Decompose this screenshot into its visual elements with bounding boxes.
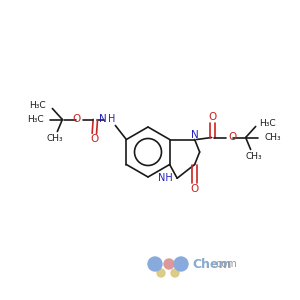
Text: CH₃: CH₃ xyxy=(245,152,262,161)
Text: H₃C: H₃C xyxy=(27,115,43,124)
Text: Chem: Chem xyxy=(192,257,232,271)
Text: O: O xyxy=(229,133,237,142)
Text: CH₃: CH₃ xyxy=(46,134,63,143)
Text: H₃C: H₃C xyxy=(259,119,275,128)
Text: H: H xyxy=(108,115,115,124)
Text: NH: NH xyxy=(158,173,173,183)
Circle shape xyxy=(157,269,165,277)
Text: H₃C: H₃C xyxy=(29,101,45,110)
Circle shape xyxy=(174,257,188,271)
Text: O: O xyxy=(72,115,80,124)
Text: O: O xyxy=(190,184,199,194)
Circle shape xyxy=(164,259,174,269)
Text: O: O xyxy=(90,134,98,145)
Text: CH₃: CH₃ xyxy=(265,133,281,142)
Text: N: N xyxy=(191,130,199,140)
Circle shape xyxy=(171,269,179,277)
Text: .com: .com xyxy=(213,259,237,269)
Circle shape xyxy=(148,257,162,271)
Text: N: N xyxy=(99,115,106,124)
Text: O: O xyxy=(208,112,217,122)
